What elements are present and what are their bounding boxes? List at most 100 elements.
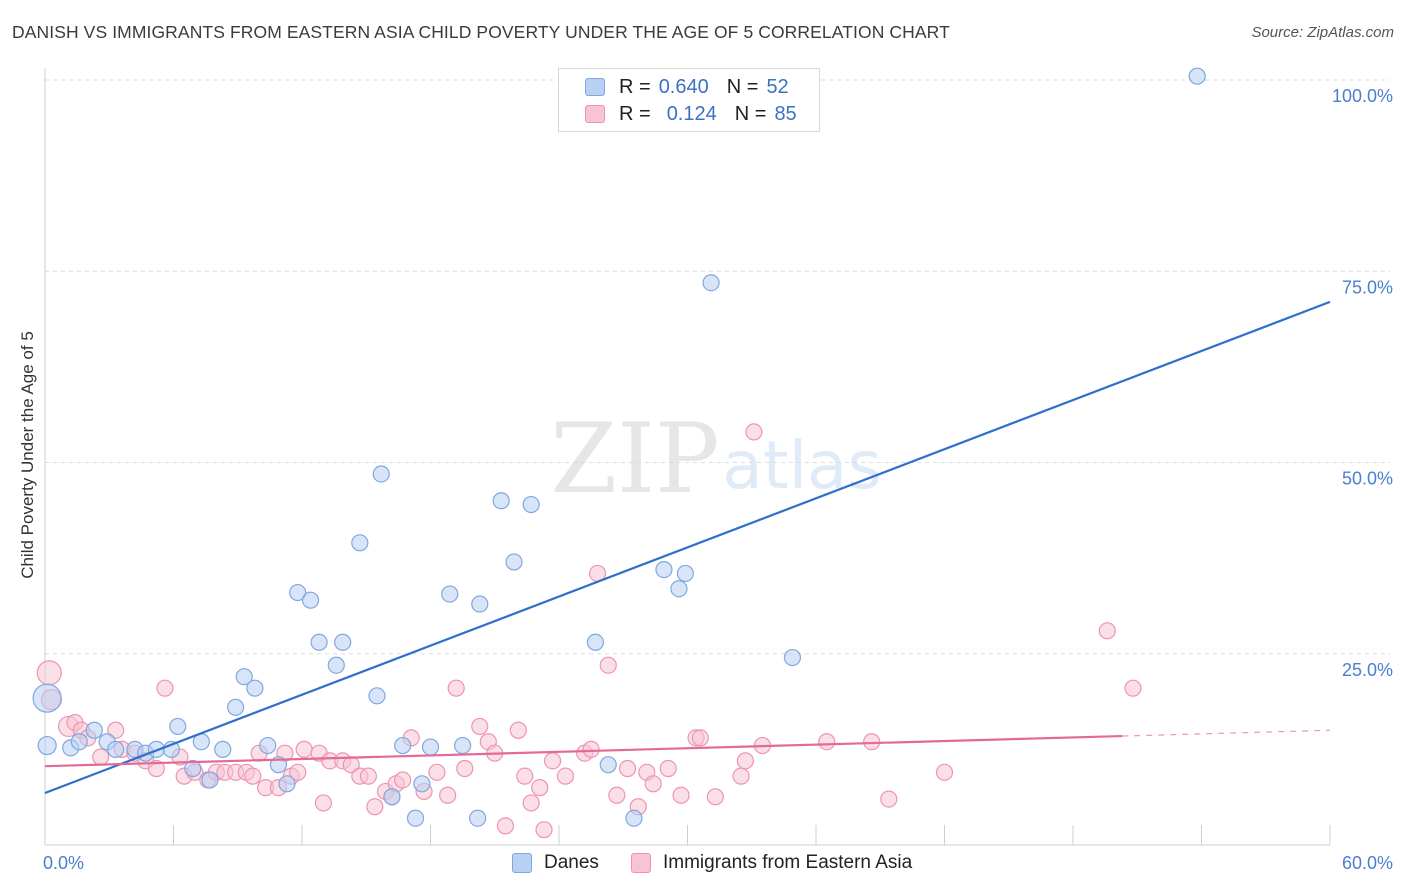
immigrants-point: [535, 821, 553, 839]
immigrants-point: [366, 798, 384, 816]
danes-point: [586, 633, 605, 651]
immigrants-point: [471, 717, 489, 736]
danes-point: [278, 775, 296, 793]
danes-point: [259, 736, 277, 755]
y-tick-label: 50.0%: [1342, 469, 1393, 489]
immigrants-trend-extension: [1122, 729, 1331, 737]
danes-point: [599, 756, 617, 774]
legend-item-immigrants[interactable]: Immigrants from Eastern Asia: [631, 852, 912, 874]
chart-title: DANISH VS IMMIGRANTS FROM EASTERN ASIA C…: [12, 22, 950, 42]
immigrants-point: [156, 679, 174, 697]
danes-point: [235, 668, 253, 686]
danes-r-label: R =: [619, 75, 651, 98]
immigrants-point: [880, 790, 898, 808]
danes-point: [372, 465, 390, 483]
immigrants-point: [522, 794, 540, 812]
danes-point: [394, 736, 412, 755]
danes-point: [327, 656, 345, 674]
danes-point: [107, 740, 125, 758]
danes-point: [492, 492, 510, 510]
immigrants-r-value: 0.124: [666, 102, 717, 125]
immigrants-legend-label: Immigrants from Eastern Asia: [663, 852, 913, 873]
legend-row-danes: R = 0.640 N = 52: [585, 75, 789, 99]
immigrants-point: [359, 767, 377, 785]
immigrants-point: [531, 779, 549, 797]
x-tick-label: 60.0%: [1342, 853, 1393, 873]
immigrants-point: [543, 752, 562, 770]
immigrants-point: [672, 786, 690, 804]
immigrants-n-value: 85: [774, 102, 797, 125]
immigrants-point: [736, 752, 754, 770]
immigrants-point: [92, 748, 110, 766]
danes-point: [406, 809, 425, 827]
danes-point: [471, 595, 489, 613]
danes-point: [441, 585, 459, 603]
immigrants-point: [314, 794, 333, 812]
x-tick-label: 0.0%: [43, 853, 84, 873]
immigrants-point: [244, 767, 262, 785]
danes-point: [351, 534, 369, 552]
immigrants-point: [706, 788, 724, 806]
immigrants-point: [935, 763, 954, 781]
danes-point: [289, 583, 307, 602]
danes-point: [413, 775, 431, 793]
danes-point: [32, 683, 62, 713]
danes-point: [383, 788, 401, 806]
series-legend: Danes Immigrants from Eastern Asia: [0, 852, 1406, 878]
danes-point: [469, 809, 487, 827]
immigrants-point: [599, 656, 617, 674]
immigrants-point: [295, 740, 313, 758]
danes-point: [184, 759, 202, 778]
axes: [44, 68, 1331, 846]
immigrants-point: [428, 763, 446, 781]
watermark: ZIP atlas: [550, 403, 881, 515]
danes-point: [246, 679, 264, 697]
danes-point: [334, 633, 352, 651]
danes-point: [301, 591, 320, 609]
immigrants-point: [1124, 679, 1142, 697]
danes-point: [522, 495, 540, 514]
legend-row-immigrants: R = 0.124 N = 85: [585, 102, 797, 126]
immigrants-swatch: [585, 105, 605, 123]
immigrants-r-label: R =: [619, 102, 651, 125]
immigrants-point: [1098, 622, 1116, 640]
danes-point: [655, 560, 673, 579]
immigrants-point: [608, 786, 626, 804]
danes-legend-swatch: [512, 853, 532, 873]
danes-point: [783, 648, 802, 667]
immigrants-point: [496, 817, 515, 835]
immigrants-point: [818, 733, 836, 751]
danes-trend-line: [44, 300, 1331, 795]
danes-point: [85, 721, 103, 739]
immigrants-point: [863, 733, 881, 751]
series-danes-points: [32, 67, 1206, 827]
source-credit: Source: ZipAtlas.com: [1251, 24, 1394, 41]
danes-point: [37, 735, 57, 756]
danes-point: [1188, 67, 1206, 85]
watermark-atlas: atlas: [722, 427, 882, 504]
immigrants-point: [394, 771, 412, 789]
danes-point: [214, 740, 232, 758]
immigrants-legend-swatch: [631, 853, 651, 873]
immigrants-point: [644, 775, 662, 793]
immigrants-point: [556, 767, 575, 785]
legend-item-danes[interactable]: Danes: [512, 852, 599, 874]
y-axis-label: Child Poverty Under the Age of 5: [18, 331, 37, 579]
y-tick-label: 100.0%: [1332, 86, 1393, 106]
immigrants-point: [289, 763, 307, 781]
immigrants-point: [659, 759, 677, 778]
danes-n-label: N =: [726, 75, 759, 98]
immigrants-point: [745, 423, 763, 441]
trend-lines: [44, 300, 1331, 795]
watermark-zip: ZIP: [550, 403, 719, 515]
danes-point: [70, 733, 88, 751]
immigrants-n-label: N =: [734, 102, 767, 125]
danes-point: [702, 274, 720, 292]
danes-point: [227, 698, 245, 716]
danes-point: [421, 738, 440, 756]
immigrants-point: [147, 759, 165, 778]
danes-point: [454, 736, 472, 755]
danes-n-value: 52: [766, 75, 789, 98]
danes-point: [676, 564, 694, 583]
y-tick-labels: 25.0% 50.0% 75.0% 100.0%: [1332, 86, 1393, 680]
